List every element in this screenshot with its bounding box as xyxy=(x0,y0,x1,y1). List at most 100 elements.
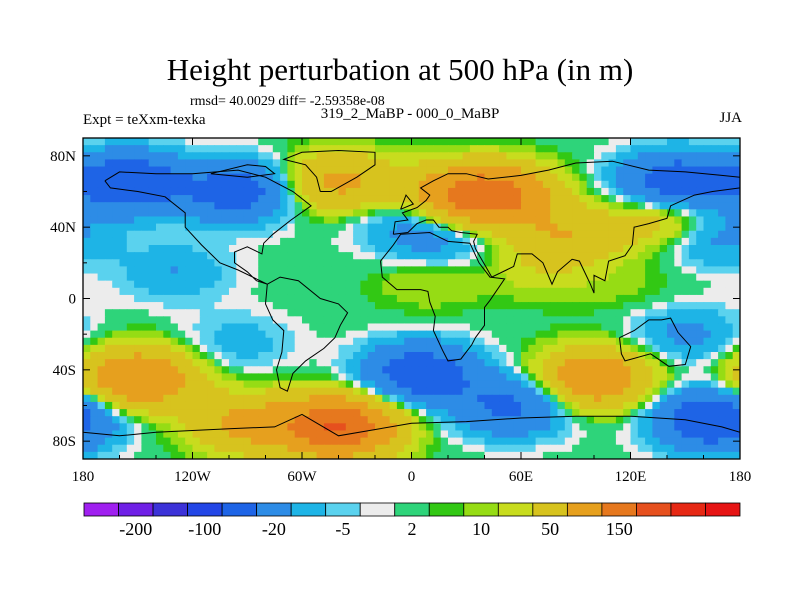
field-cell xyxy=(448,401,456,410)
field-cell xyxy=(141,430,150,439)
field-cell xyxy=(455,344,464,353)
field-cell xyxy=(207,330,215,339)
field-cell xyxy=(280,138,288,146)
field-cell xyxy=(280,152,288,160)
field-cell xyxy=(594,237,602,246)
field-cell xyxy=(294,180,303,189)
field-cell xyxy=(484,173,493,182)
field-cell xyxy=(207,423,215,432)
field-cell xyxy=(681,230,690,239)
field-cell xyxy=(104,216,113,225)
field-cell xyxy=(367,323,376,332)
field-cell xyxy=(404,323,413,332)
field-cell xyxy=(163,352,172,360)
field-cell xyxy=(491,316,500,325)
field-cell xyxy=(170,195,179,203)
field-cell xyxy=(323,430,332,439)
field-cell xyxy=(192,280,201,289)
field-cell xyxy=(243,366,252,374)
field-cell xyxy=(630,430,639,439)
field-cell xyxy=(112,216,121,225)
field-cell xyxy=(623,216,632,225)
field-cell xyxy=(586,223,595,232)
field-cell xyxy=(725,302,734,310)
field-cell xyxy=(550,359,559,367)
field-cell xyxy=(572,223,580,232)
field-cell xyxy=(542,416,551,424)
field-cell xyxy=(725,138,734,146)
field-cell xyxy=(163,387,172,396)
field-cell xyxy=(462,344,471,353)
field-cell xyxy=(250,159,259,168)
field-cell xyxy=(725,366,734,374)
field-cell xyxy=(659,180,668,189)
field-cell xyxy=(623,337,632,346)
field-cell xyxy=(433,430,442,439)
field-cell xyxy=(367,302,376,310)
field-cell xyxy=(630,287,639,296)
field-cell xyxy=(615,287,624,296)
field-cell xyxy=(229,230,237,239)
field-cell xyxy=(411,387,420,396)
field-cell xyxy=(323,451,332,459)
field-cell xyxy=(433,230,442,239)
field-cell xyxy=(309,387,318,396)
field-cell xyxy=(615,152,624,160)
field-cell xyxy=(557,187,566,196)
field-cell xyxy=(345,180,354,189)
field-cell xyxy=(97,273,106,282)
field-cell xyxy=(126,451,135,459)
field-cell xyxy=(688,259,697,267)
field-cell xyxy=(199,309,208,317)
field-cell xyxy=(382,216,391,225)
field-cell xyxy=(528,138,537,146)
field-cell xyxy=(345,352,354,360)
field-cell xyxy=(688,387,697,396)
field-cell xyxy=(528,430,537,439)
field-cell xyxy=(360,373,369,382)
field-cell xyxy=(681,159,690,168)
field-cell xyxy=(718,352,726,360)
field-cell xyxy=(345,344,354,353)
field-cell xyxy=(615,216,624,225)
field-cell xyxy=(469,359,478,367)
field-cell xyxy=(521,444,529,453)
field-cell xyxy=(411,195,420,203)
field-cell xyxy=(696,437,705,446)
field-cell xyxy=(506,323,515,332)
field-cell xyxy=(90,259,99,267)
field-cell xyxy=(214,352,223,360)
field-cell xyxy=(331,280,340,289)
field-cell xyxy=(462,252,471,260)
field-cell xyxy=(710,202,719,210)
field-cell xyxy=(440,259,449,267)
field-cell xyxy=(688,237,697,246)
field-cell xyxy=(623,294,632,303)
field-cell xyxy=(513,237,522,246)
field-cell xyxy=(177,152,186,160)
field-cell xyxy=(652,352,661,360)
field-cell xyxy=(542,287,551,296)
field-cell xyxy=(316,444,325,453)
x-tick-label: 180 xyxy=(729,469,752,485)
field-cell xyxy=(579,138,588,146)
field-cell xyxy=(396,359,405,367)
field-cell xyxy=(535,316,544,325)
field-cell xyxy=(214,245,223,253)
field-cell xyxy=(119,352,128,360)
field-cell xyxy=(732,187,740,196)
field-cell xyxy=(316,223,325,232)
field-cell xyxy=(375,159,383,168)
field-cell xyxy=(316,152,325,160)
field-cell xyxy=(229,337,237,346)
field-cell xyxy=(732,252,740,260)
field-cell xyxy=(696,152,705,160)
field-cell xyxy=(170,330,179,339)
field-cell xyxy=(491,252,500,260)
field-cell xyxy=(375,344,383,353)
season-label: JJA xyxy=(719,110,742,126)
field-cell xyxy=(521,302,529,310)
field-cell xyxy=(513,294,522,303)
field-cell xyxy=(725,216,734,225)
field-cell xyxy=(440,344,449,353)
